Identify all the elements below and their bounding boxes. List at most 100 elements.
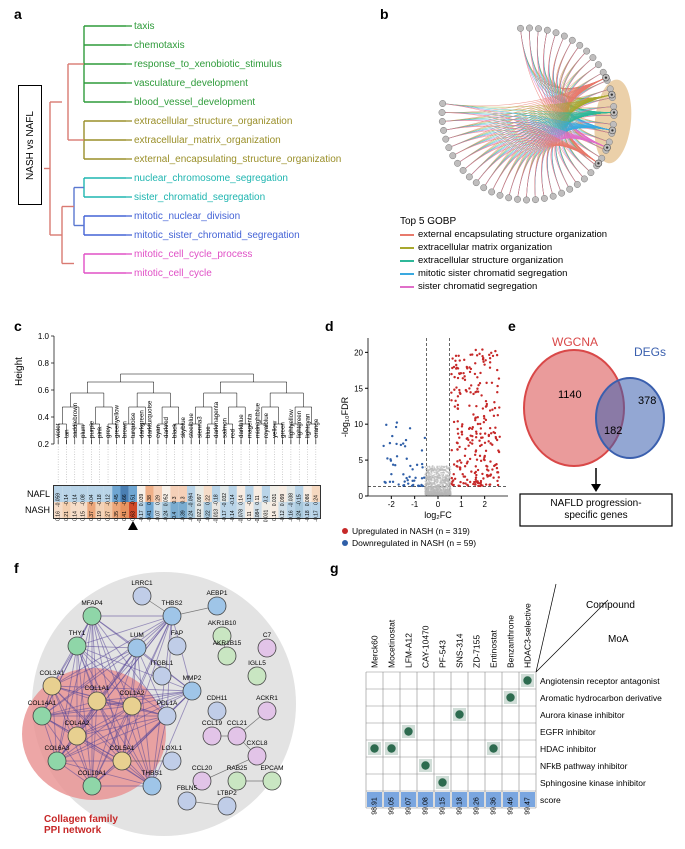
svg-text:-0.16: -0.16 (288, 510, 294, 522)
svg-text:Mocetinostat: Mocetinostat (387, 619, 397, 668)
svg-text:CCL19: CCL19 (202, 720, 223, 727)
svg-text:-0.39: -0.39 (180, 510, 186, 522)
svg-text:-0.18: -0.18 (97, 494, 103, 506)
svg-text:99.36: 99.36 (491, 797, 498, 815)
panel-c-chart: 1.00.80.60.40.2violettansaddlebrownplump… (20, 330, 330, 565)
svg-text:MoA: MoA (608, 634, 629, 645)
svg-text:0.21: 0.21 (64, 511, 70, 521)
legend-item: extracellular structure organization (400, 255, 607, 266)
svg-text:THBS1: THBS1 (142, 770, 163, 777)
svg-text:0.086: 0.086 (305, 494, 311, 507)
svg-text:-0.14: -0.14 (72, 494, 78, 506)
svg-text:COL6A3: COL6A3 (45, 745, 70, 752)
svg-text:CCL20: CCL20 (192, 765, 213, 772)
svg-text:Aurora kinase inhibitor: Aurora kinase inhibitor (540, 710, 625, 720)
panel-label-a: a (14, 6, 22, 22)
svg-text:darkblue: darkblue (238, 414, 245, 438)
svg-text:0.031: 0.031 (263, 510, 269, 523)
svg-text:pink: pink (97, 426, 104, 438)
svg-text:LFM-A12: LFM-A12 (404, 633, 414, 668)
svg-text:FAP: FAP (171, 630, 183, 637)
svg-text:HDAC3-selective: HDAC3-selective (523, 603, 533, 668)
svg-text:0.052: 0.052 (164, 494, 170, 507)
svg-text:0.41: 0.41 (122, 511, 128, 521)
svg-text:EGFR inhibitor: EGFR inhibitor (540, 727, 596, 737)
svg-text:-0.24: -0.24 (189, 510, 195, 522)
svg-text:midnightblue: midnightblue (255, 402, 262, 438)
svg-text:98.91: 98.91 (372, 797, 379, 815)
svg-text:mitotic_cell_cycle_process: mitotic_cell_cycle_process (134, 249, 252, 260)
svg-text:COL5A1: COL5A1 (110, 745, 135, 752)
svg-text:-0.08: -0.08 (81, 494, 87, 506)
svg-text:FBLN5: FBLN5 (177, 785, 198, 792)
svg-text:0.14: 0.14 (239, 495, 245, 505)
svg-text:green: green (280, 422, 287, 438)
svg-text:0.6: 0.6 (38, 386, 50, 395)
panel-label-f: f (14, 560, 19, 576)
panel-a-root-label: NASH vs NAFL (25, 111, 36, 180)
panel-g-dotplot: Merck60MocetinostatLFM-A12CAY-10470PF-54… (344, 576, 674, 846)
svg-text:1140: 1140 (558, 389, 582, 401)
svg-text:LUM: LUM (130, 632, 144, 639)
svg-text:mitotic_nuclear_division: mitotic_nuclear_division (134, 211, 240, 222)
svg-text:Entinostat: Entinostat (489, 630, 499, 668)
svg-text:0.16: 0.16 (56, 511, 62, 521)
svg-text:extracellular_matrix_organizat: extracellular_matrix_organization (134, 135, 281, 146)
svg-text:PDL1A: PDL1A (157, 700, 178, 707)
svg-text:0: 0 (436, 500, 441, 509)
svg-text:darkgreen: darkgreen (138, 410, 145, 438)
svg-text:0.4: 0.4 (38, 413, 50, 422)
svg-text:-0.41: -0.41 (147, 510, 153, 522)
svg-text:20: 20 (354, 348, 363, 357)
svg-text:-0.04: -0.04 (89, 494, 95, 506)
svg-text:CDH11: CDH11 (207, 695, 228, 702)
svg-text:COL1A1: COL1A1 (85, 685, 110, 692)
svg-text:CXCL8: CXCL8 (247, 740, 268, 747)
svg-text:darkturquoise: darkturquoise (147, 400, 154, 438)
svg-text:-0.51: -0.51 (130, 494, 136, 506)
svg-text:plum: plum (80, 425, 87, 438)
svg-text:0.3: 0.3 (180, 496, 186, 503)
svg-text:COL14A1: COL14A1 (28, 700, 57, 707)
svg-text:-0.12: -0.12 (106, 494, 112, 506)
svg-text:Merck60: Merck60 (370, 635, 380, 668)
svg-text:HDAC inhibitor: HDAC inhibitor (540, 744, 596, 754)
svg-text:LOXL1: LOXL1 (162, 745, 183, 752)
svg-text:blue: blue (205, 426, 212, 438)
svg-text:15: 15 (354, 384, 363, 393)
svg-text:5: 5 (359, 456, 364, 465)
svg-text:COL4A2: COL4A2 (65, 720, 90, 727)
svg-text:0.099: 0.099 (280, 494, 286, 507)
svg-text:-0.12: -0.12 (280, 510, 286, 522)
svg-text:0.031: 0.031 (272, 494, 278, 507)
svg-text:182: 182 (604, 425, 622, 437)
svg-text:extracellular_structure_organi: extracellular_structure_organization (134, 116, 292, 127)
svg-text:mitotic_cell_cycle: mitotic_cell_cycle (134, 268, 212, 279)
svg-text:RAB25: RAB25 (227, 765, 248, 772)
svg-text:0.27: 0.27 (106, 511, 112, 521)
svg-text:EPCAM: EPCAM (260, 765, 283, 772)
svg-text:blood_vessel_development: blood_vessel_development (134, 97, 255, 108)
svg-text:THY1: THY1 (69, 630, 86, 637)
svg-text:IGLL5: IGLL5 (248, 660, 266, 667)
svg-text:0.8: 0.8 (38, 359, 50, 368)
svg-text:0.15: 0.15 (81, 511, 87, 521)
svg-text:-0.22: -0.22 (205, 510, 211, 522)
svg-text:COL1A2: COL1A2 (120, 690, 145, 697)
panel-a-root-box: NASH vs NAFL (18, 85, 42, 205)
svg-text:0.3: 0.3 (172, 496, 178, 503)
svg-text:-0.07: -0.07 (155, 510, 161, 522)
svg-text:steelblue: steelblue (188, 413, 195, 438)
svg-text:THBS2: THBS2 (162, 600, 183, 607)
svg-text:C7: C7 (263, 632, 272, 639)
svg-text:saddlebrown: saddlebrown (72, 402, 79, 438)
svg-text:-0.013: -0.013 (214, 509, 220, 523)
panel-d-volcano: -2-101205101520log₂FC-log₁₀FDR (340, 332, 515, 522)
svg-text:darkmagenta: darkmagenta (213, 401, 220, 438)
svg-text:mitotic_sister_chromatid_segre: mitotic_sister_chromatid_segregation (134, 230, 300, 241)
svg-text:-0.17: -0.17 (222, 510, 228, 522)
svg-text:-0.17: -0.17 (139, 510, 145, 522)
svg-text:-0.14: -0.14 (64, 494, 70, 506)
svg-text:0.14: 0.14 (272, 511, 278, 521)
svg-text:nuclear_chromosome_segregation: nuclear_chromosome_segregation (134, 173, 288, 184)
